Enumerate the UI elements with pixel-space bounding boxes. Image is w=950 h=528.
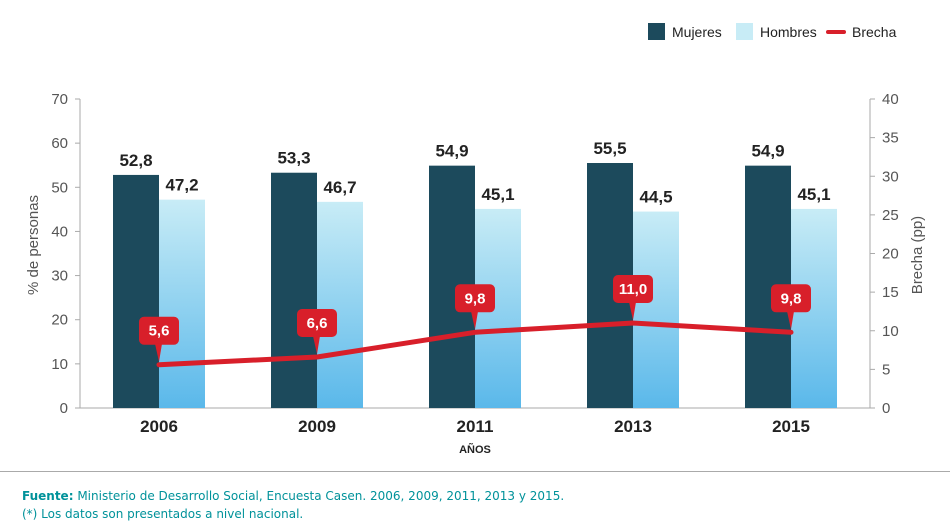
x-tick-label: 2013: [614, 417, 652, 436]
brecha-callouts: 5,6 6,6 9,8 11,0 9,8: [139, 275, 811, 362]
brecha-value-label: 9,8: [781, 290, 802, 307]
bar-value-label-mujeres: 54,9: [751, 142, 784, 161]
footer: Fuente: Ministerio de Desarrollo Social,…: [22, 487, 564, 523]
y-tick-label: 30: [51, 268, 68, 285]
y2-tick-label: 0: [882, 400, 890, 417]
legend-swatch-hombres: [736, 23, 753, 40]
bar-value-label-hombres: 44,5: [639, 188, 672, 207]
bar-value-label-mujeres: 55,5: [593, 139, 626, 158]
y2-tick-label: 5: [882, 361, 890, 378]
x-tick-label: 2011: [457, 417, 494, 436]
bar-value-label-hombres: 46,7: [323, 178, 356, 197]
footer-divider: [0, 471, 950, 472]
callout-pointer: [471, 311, 478, 330]
brecha-callout: 9,8: [771, 284, 811, 330]
y-tick-label: 50: [51, 179, 68, 196]
legend: Mujeres Hombres Brecha: [648, 23, 897, 40]
y-tick-label: 40: [51, 223, 68, 240]
brecha-value-label: 11,0: [619, 281, 647, 298]
brecha-callout: 5,6: [139, 316, 179, 362]
y-tick-label: 10: [51, 356, 68, 373]
brecha-value-label: 9,8: [465, 290, 486, 307]
y2-tick-label: 25: [882, 207, 899, 224]
callout-pointer: [155, 343, 162, 362]
legend-label-hombres: Hombres: [760, 24, 817, 40]
bar-hombres: [159, 199, 205, 408]
source-line: Fuente: Ministerio de Desarrollo Social,…: [22, 487, 564, 505]
brecha-value-label: 6,6: [307, 315, 328, 332]
callout-pointer: [787, 311, 794, 330]
y-tick-label: 60: [51, 135, 68, 152]
bar-value-label-hombres: 45,1: [797, 185, 830, 204]
callout-box: [297, 309, 337, 338]
source-text: Ministerio de Desarrollo Social, Encuest…: [73, 489, 565, 503]
brecha-point: [315, 355, 319, 359]
legend-swatch-brecha: [826, 30, 846, 34]
bar-value-label-mujeres: 52,8: [119, 151, 152, 170]
bar-value-label-hombres: 47,2: [165, 176, 198, 195]
bar-value-label-hombres: 45,1: [481, 185, 514, 204]
y2-tick-label: 35: [882, 130, 899, 147]
y2-tick-label: 20: [882, 246, 899, 263]
brecha-line-group: [156, 320, 794, 368]
x-tick-label: 2006: [140, 417, 178, 436]
callout-box: [139, 316, 179, 345]
brecha-point: [157, 363, 161, 367]
brecha-callout: 6,6: [297, 309, 337, 355]
brecha-point: [473, 330, 477, 334]
y2-tick-label: 30: [882, 168, 899, 185]
source-label: Fuente:: [22, 489, 74, 503]
callout-pointer: [629, 302, 636, 321]
y2-axis-label: Brecha (pp): [909, 216, 926, 294]
legend-label-brecha: Brecha: [852, 24, 897, 40]
bar-hombres: [317, 201, 363, 408]
brecha-value-label: 5,6: [149, 323, 170, 340]
legend-swatch-mujeres: [648, 23, 665, 40]
y-tick-label: 20: [51, 312, 68, 329]
y-tick-label: 70: [51, 91, 68, 108]
bar-hombres: [633, 211, 679, 408]
bar-value-label-mujeres: 54,9: [435, 142, 468, 161]
x-axis-label: AÑOS: [459, 443, 491, 456]
y2-tick-label: 15: [882, 284, 899, 301]
footnote: (*) Los datos son presentados a nivel na…: [22, 507, 304, 521]
brecha-callout: 9,8: [455, 284, 495, 330]
bar-mujeres: [113, 174, 159, 408]
callout-box: [613, 275, 653, 304]
legend-label-mujeres: Mujeres: [672, 24, 722, 40]
x-tick-label: 2015: [772, 417, 810, 436]
left-axis-ticks: 0 10 20 30 40 50 60 70: [51, 91, 80, 417]
brecha-callout: 11,0: [613, 275, 653, 321]
y-tick-label: 0: [60, 400, 68, 417]
callout-box: [455, 284, 495, 313]
y-axis-label: % de personas: [25, 195, 42, 295]
callout-box: [771, 284, 811, 313]
brecha-point: [789, 330, 793, 334]
bars: 52,8 47,2 53,3 46,7 54,9 45,1 55,5 44,5 54,9 45,1: [113, 139, 837, 408]
brecha-point: [631, 321, 635, 325]
bar-mujeres: [271, 172, 317, 408]
callout-pointer: [313, 336, 320, 355]
category-labels: 2006 2009 2011 2013 2015: [140, 417, 810, 436]
bar-value-label-mujeres: 53,3: [277, 149, 310, 168]
right-axis-ticks: 0 5 10 15 20 25 30 35 40: [870, 91, 899, 417]
axes: 0 10 20 30 40 50 60 70 0 5 10 15 20 25 30 35 40 % de pe…: [25, 91, 926, 456]
y2-tick-label: 40: [882, 91, 899, 108]
y2-tick-label: 10: [882, 323, 899, 340]
x-tick-label: 2009: [298, 417, 336, 436]
